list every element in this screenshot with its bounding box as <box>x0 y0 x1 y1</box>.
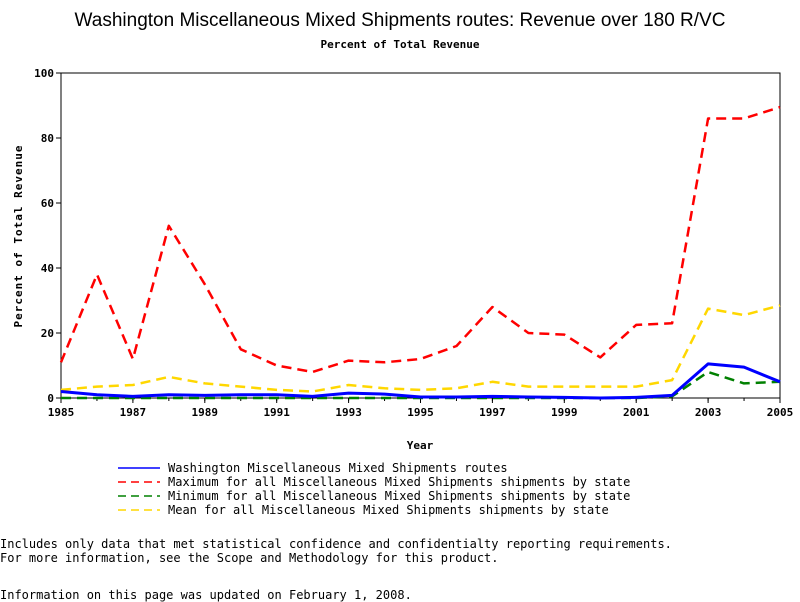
plot-frame <box>60 72 781 399</box>
series-washington-line <box>60 362 781 400</box>
legend-item-washington: Washington Miscellaneous Mixed Shipments… <box>118 461 630 475</box>
chart-title: Washington Miscellaneous Mixed Shipments… <box>74 10 726 31</box>
updated-note: Information on this page was updated on … <box>0 588 412 602</box>
footnote-methodology: For more information, see the Scope and … <box>0 551 499 565</box>
footnotes: Includes only data that met statistical … <box>0 537 672 565</box>
x-tick-label: 1999 <box>551 406 578 419</box>
y-tick-label: 40 <box>41 262 54 275</box>
y-tick-label: 80 <box>41 132 54 145</box>
x-tick-label: 1997 <box>479 406 506 419</box>
x-tick-label: 2001 <box>623 406 650 419</box>
legend-label-minimum: Minimum for all Miscellaneous Mixed Ship… <box>168 489 631 503</box>
x-tick-label: 2005 <box>767 406 794 419</box>
legend-label-washington: Washington Miscellaneous Mixed Shipments… <box>168 461 508 475</box>
y-tick-label: 60 <box>41 197 54 210</box>
x-tick-label: 1991 <box>263 406 290 419</box>
y-axis-label: Percent of Total Revenue <box>12 145 25 328</box>
series-maximum-line <box>59 105 781 374</box>
legend-swatch-minimum <box>118 495 160 497</box>
x-tick-label: 1993 <box>335 406 362 419</box>
x-tick-label: 1989 <box>192 406 219 419</box>
legend-item-maximum: Maximum for all Miscellaneous Mixed Ship… <box>118 475 630 489</box>
legend-label-mean: Mean for all Miscellaneous Mixed Shipmen… <box>168 503 609 517</box>
y-tick-label: 0 <box>47 392 54 405</box>
series-mean-line <box>60 304 781 393</box>
legend: Washington Miscellaneous Mixed Shipments… <box>118 461 630 517</box>
chart-subtitle: Percent of Total Revenue <box>320 38 480 51</box>
y-tick-label: 20 <box>41 327 54 340</box>
legend-swatch-mean <box>118 509 160 511</box>
x-tick-label: 2003 <box>695 406 722 419</box>
x-tick-label: 1995 <box>407 406 434 419</box>
x-axis-label: Year <box>407 439 434 452</box>
x-tick-label: 1987 <box>120 406 147 419</box>
legend-item-mean: Mean for all Miscellaneous Mixed Shipmen… <box>118 503 630 517</box>
legend-item-minimum: Minimum for all Miscellaneous Mixed Ship… <box>118 489 630 503</box>
y-tick-label: 100 <box>34 67 54 80</box>
legend-swatch-washington <box>118 467 160 469</box>
legend-swatch-maximum <box>118 481 160 483</box>
line-chart: 1985 1987 1989 1991 1993 1995 1997 1999 2001 2003… <box>12 67 794 452</box>
legend-label-maximum: Maximum for all Miscellaneous Mixed Ship… <box>168 475 631 489</box>
footnote-confidence: Includes only data that met statistical … <box>0 537 672 551</box>
x-tick-label: 1985 <box>48 406 75 419</box>
